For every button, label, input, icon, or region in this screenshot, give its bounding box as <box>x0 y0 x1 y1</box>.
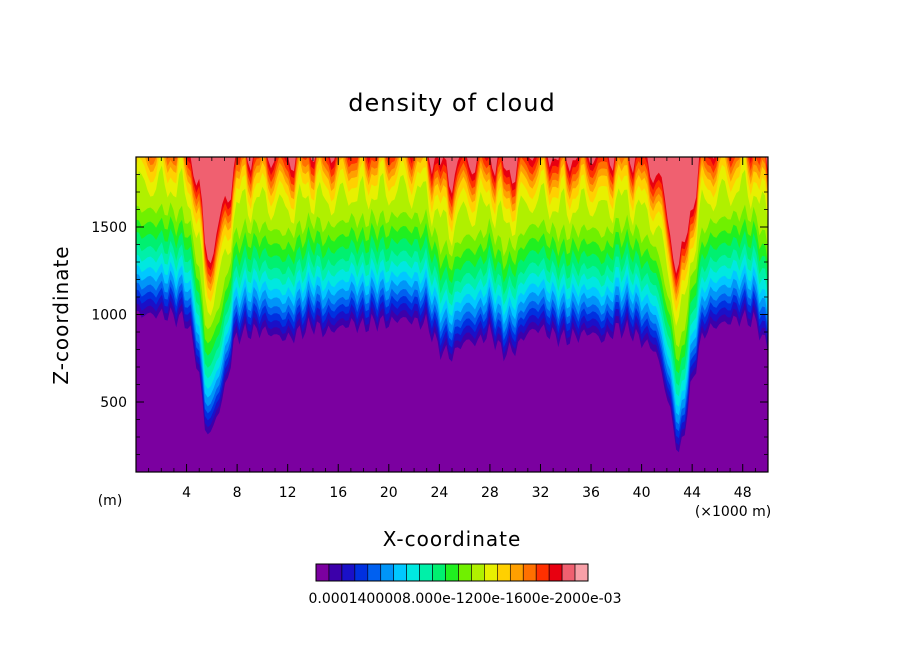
colorbar-swatch <box>522 563 537 582</box>
x-axis: 4 8 12 16 20 24 28 32 36 40 44 48 <box>148 157 756 501</box>
x-axis-label: X-coordinate <box>383 527 522 551</box>
colorbar-swatch <box>432 563 446 582</box>
colorbar-swatch <box>328 563 343 582</box>
colorbar-swatch <box>380 563 395 582</box>
x-tick-label: 48 <box>734 485 752 501</box>
colorbar-swatch <box>561 563 576 582</box>
x-tick-label: 36 <box>582 485 600 501</box>
y-axis-label: Z-coordinate <box>49 245 73 384</box>
y-tick-label: 1000 <box>91 308 127 324</box>
colorbar-swatch <box>393 563 407 582</box>
colorbar-swatch <box>574 563 589 582</box>
colorbar-swatch <box>341 563 356 582</box>
colorbar-swatch <box>406 563 420 582</box>
colorbar-swatch <box>548 563 563 582</box>
y-axis: 500 1000 1500 <box>91 174 768 455</box>
x-tick-label: 44 <box>683 485 701 501</box>
colorbar-swatch <box>484 563 498 582</box>
colorbar-swatch <box>497 563 511 582</box>
x-tick-label: 20 <box>380 485 398 501</box>
x-tick-label: 32 <box>532 485 550 501</box>
x-tick-label: 24 <box>430 485 448 501</box>
colorbar-swatch <box>509 563 524 582</box>
colorbar-swatch <box>458 563 472 582</box>
colorbar-swatch <box>354 563 369 582</box>
colorbar-swatch <box>419 563 433 582</box>
x-tick-label: 28 <box>481 485 499 501</box>
colorbar-frame <box>315 563 589 582</box>
contour-band-15 <box>136 157 768 302</box>
contour-band-19 <box>136 157 768 274</box>
colorbar-swatch <box>535 563 550 582</box>
y-tick-label: 1500 <box>91 220 127 236</box>
colorbar-swatch <box>315 563 330 582</box>
x-tick-label: 8 <box>233 485 242 501</box>
x-tick-label: 40 <box>633 485 651 501</box>
colorbar-swatch <box>445 563 459 582</box>
contour-layers <box>136 157 768 453</box>
x-tick-label: 12 <box>279 485 297 501</box>
colorbar-labels: 0.0001400008.000e-1200e-1600e-2000e-03 <box>309 591 622 607</box>
colorbar <box>315 563 589 582</box>
chart-title: density of cloud <box>348 89 555 117</box>
x-tick-label: 16 <box>329 485 347 501</box>
x-tick-label: 4 <box>182 485 191 501</box>
contour-band-16 <box>136 157 768 295</box>
y-unit-label: (m) <box>98 493 123 509</box>
x-unit-label: (×1000 m) <box>695 504 771 520</box>
colorbar-swatch <box>471 563 485 582</box>
contour-plot-area <box>136 157 768 472</box>
colorbar-swatch <box>367 563 382 582</box>
y-tick-label: 500 <box>100 395 127 411</box>
